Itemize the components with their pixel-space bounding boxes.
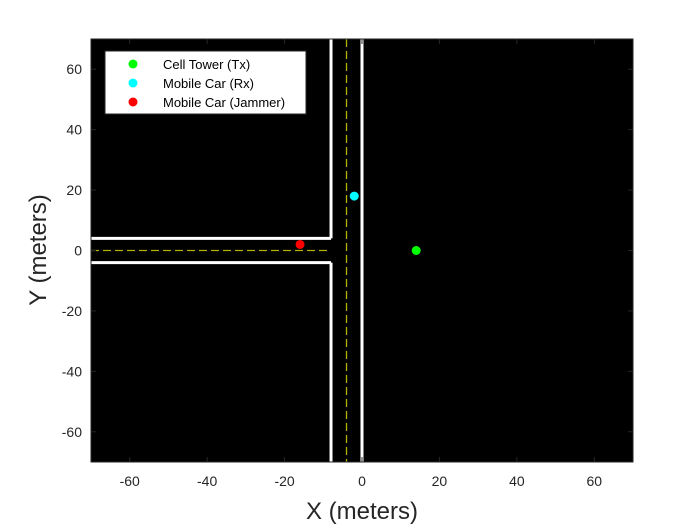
axes-layer: -60 -40 -20 0 20 40 60 -60 -40 -20 0 20 40 60 [62, 38, 634, 489]
x-tick-label: 60 [586, 473, 602, 489]
y-tick-label: -20 [62, 303, 82, 319]
y-tick-label: -40 [62, 363, 82, 379]
x-tick-label: 20 [432, 473, 448, 489]
data-point-series-1 [349, 191, 359, 201]
x-tick-label: 40 [509, 473, 525, 489]
legend-entry-label: Cell Tower (Tx) [163, 57, 250, 72]
data-point-series-2 [295, 239, 305, 249]
legend-marker [128, 78, 138, 88]
data-point-series-0 [411, 246, 421, 255]
legend-box [104, 50, 307, 115]
y-tick-label: 60 [66, 61, 82, 77]
y-tick-label: 20 [66, 182, 82, 198]
road-layer [91, 39, 364, 462]
x-tick-label: -40 [197, 473, 217, 489]
marker-layer [295, 191, 421, 255]
y-axis-label: Y (meters) [25, 194, 52, 306]
x-tick-label: -20 [274, 473, 294, 489]
x-tick-label: -60 [120, 473, 140, 489]
legend: Cell Tower (Tx) Mobile Car (Rx) Mobile Car… [104, 50, 307, 115]
legend-marker [128, 59, 138, 69]
y-tick-label: -60 [62, 424, 82, 440]
legend-entry-label: Mobile Car (Jammer) [163, 95, 285, 110]
y-tick-label: 40 [66, 122, 82, 138]
legend-marker [128, 97, 138, 107]
legend-entry-label: Mobile Car (Rx) [163, 76, 254, 91]
y-tick-label: 0 [74, 243, 82, 259]
x-axis-label: X (meters) [306, 498, 418, 525]
x-tick-label: 0 [358, 473, 366, 489]
